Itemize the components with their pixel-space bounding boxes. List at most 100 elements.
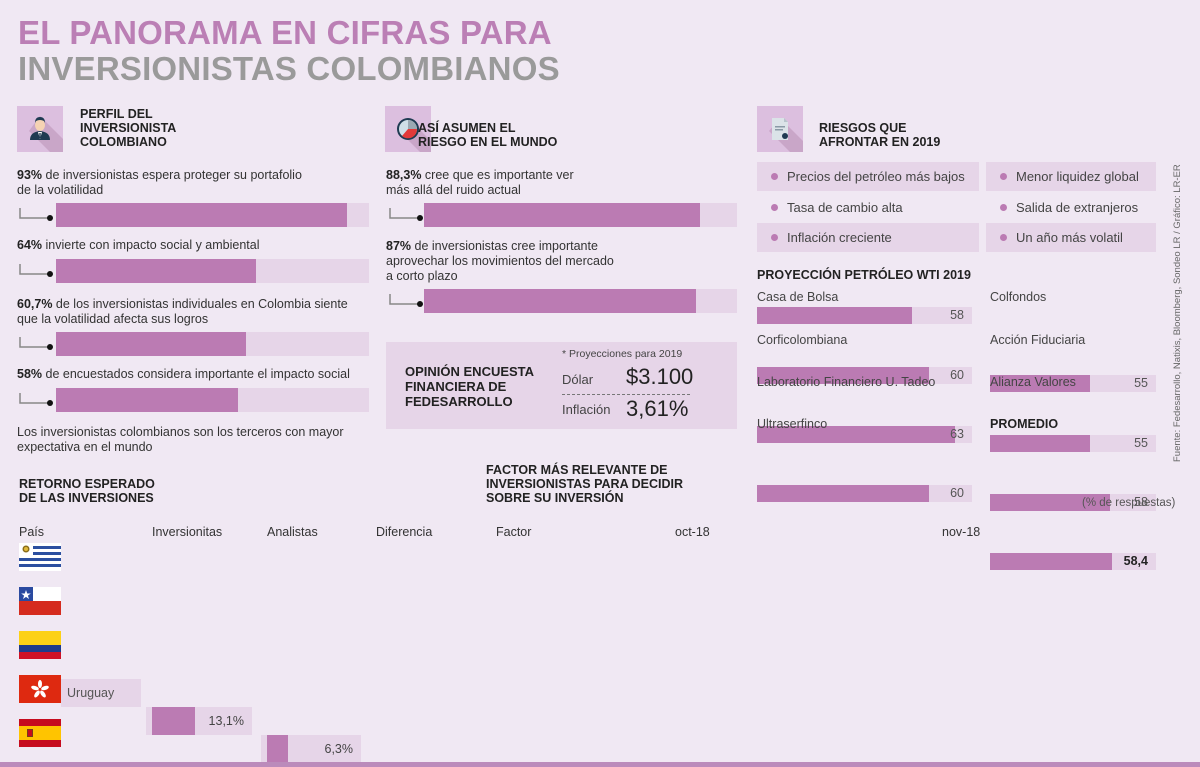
perfil-title-line: INVERSIONISTA bbox=[80, 121, 177, 135]
oil-source-label: Acción Fiduciaria bbox=[990, 333, 1086, 347]
retorno-title: RETORNO ESPERADO DE LAS INVERSIONES bbox=[19, 477, 155, 505]
riesgos-2019-title: RIESGOS QUE AFRONTAR EN 2019 bbox=[819, 121, 940, 149]
oil-bar-fill bbox=[990, 375, 1090, 392]
statement-text: de inversionistas cree importante bbox=[411, 239, 598, 253]
fedesarrollo-title-line: FEDESARROLLO bbox=[405, 394, 513, 409]
oil-bar-fill bbox=[757, 367, 929, 384]
oil-bar-value: 55 bbox=[1134, 376, 1148, 390]
statement-text: invierte con impacto social y ambiental bbox=[42, 238, 260, 252]
perfil-statement: 93% de inversionistas espera proteger su… bbox=[17, 168, 377, 198]
perfil-footer-line: Los inversionistas colombianos son los t… bbox=[17, 425, 344, 439]
col-header-inversionistas: Inversionitas bbox=[152, 525, 223, 539]
connector-icon bbox=[18, 206, 56, 224]
inversionistas-bar bbox=[152, 707, 196, 735]
inflacion-label: Inflación bbox=[562, 402, 611, 417]
bullet-icon bbox=[1000, 173, 1007, 180]
risk-text: Precios del petróleo más bajos bbox=[787, 169, 965, 184]
bullet-icon bbox=[1000, 204, 1007, 211]
document-icon bbox=[757, 106, 803, 152]
statement-value: 87% bbox=[386, 239, 412, 253]
statement-line: de la volatilidad bbox=[17, 183, 104, 197]
oil-bar-track: 55 bbox=[990, 435, 1156, 452]
mundo-statement: 87% de inversionistas cree importante apr… bbox=[386, 239, 746, 284]
riesgos-2019-title-line: AFRONTAR EN 2019 bbox=[819, 135, 941, 149]
connector-icon bbox=[18, 335, 56, 353]
perfil-statement: 64% invierte con impacto social y ambien… bbox=[17, 238, 377, 253]
oil-bar-fill bbox=[757, 307, 912, 324]
bullet-icon bbox=[771, 204, 778, 211]
oil-bar-track: 58,4 bbox=[990, 553, 1156, 570]
oil-source-label: PROMEDIO bbox=[990, 417, 1059, 431]
spain-flag bbox=[19, 719, 61, 747]
statement-line: 93% de inversionistas espera proteger su… bbox=[17, 168, 377, 183]
statement-line: 64% invierte con impacto social y ambien… bbox=[17, 238, 377, 253]
retorno-title-line: DE LAS INVERSIONES bbox=[19, 491, 154, 505]
mundo-bar-fill bbox=[424, 289, 697, 313]
perfil-bar-fill bbox=[56, 259, 257, 283]
projection-note: * Proyecciones para 2019 bbox=[562, 348, 683, 360]
oil-bar-value: 60 bbox=[950, 368, 964, 382]
statement-line: aprovechar los movimientos del mercado bbox=[386, 254, 746, 269]
oil-bar-value: 60 bbox=[950, 486, 964, 500]
country-cell: Uruguay bbox=[61, 679, 141, 707]
perfil-statement: 58% de encuestados considera importante … bbox=[17, 367, 377, 382]
oil-source-label: Ultraserfinco bbox=[757, 417, 828, 431]
oil-source-label: Laboratorio Financiero U. Tadeo bbox=[757, 375, 936, 389]
oil-source-label: Casa de Bolsa bbox=[757, 290, 839, 304]
oil-source-label: Corficolombiana bbox=[757, 333, 848, 347]
oil-bar-fill bbox=[990, 435, 1090, 452]
dolar-value: $3.100 bbox=[626, 364, 694, 389]
divider bbox=[562, 394, 690, 395]
riesgo-mundo-title-line: ASÍ ASUMEN EL bbox=[418, 121, 516, 135]
oil-bar-track: 60 bbox=[757, 367, 972, 384]
pie-chart-icon bbox=[385, 106, 431, 152]
mundo-bar-track bbox=[424, 203, 737, 227]
colombia-flag bbox=[19, 631, 61, 659]
bullet-icon bbox=[771, 234, 778, 241]
perfil-bar-track bbox=[56, 388, 369, 412]
oil-bar-track: 58 bbox=[757, 307, 972, 324]
units-note: (% de respuestas) bbox=[1082, 497, 1176, 509]
connector-icon bbox=[18, 262, 56, 280]
oil-bar-value: 58,4 bbox=[1123, 554, 1148, 568]
oil-bar-track: 55 bbox=[990, 375, 1156, 392]
statement-line: más allá del ruido actual bbox=[386, 183, 746, 198]
fedesarrollo-title-line: OPINIÓN ENCUESTA bbox=[405, 364, 535, 379]
inversionistas-cell: 13,1% bbox=[146, 707, 252, 735]
risk-item: Precios del petróleo más bajos bbox=[757, 162, 979, 191]
dolar-label: Dólar bbox=[562, 372, 594, 387]
col-header-analistas: Analistas bbox=[267, 525, 318, 539]
col-header-diferencia: Diferencia bbox=[376, 525, 433, 539]
risk-text: Inflación creciente bbox=[787, 230, 892, 245]
uruguay-flag bbox=[19, 543, 61, 571]
factor-title: FACTOR MÁS RELEVANTE DE INVERSIONISTAS P… bbox=[486, 463, 683, 505]
statement-text: cree que es importante ver bbox=[421, 168, 574, 182]
retorno-title-line: RETORNO ESPERADO bbox=[19, 477, 155, 491]
businessman-icon bbox=[17, 106, 63, 152]
connector-icon bbox=[388, 292, 426, 310]
connector-icon bbox=[18, 391, 56, 409]
hongkong-flag bbox=[19, 675, 61, 703]
page-title-line1: EL PANORAMA EN CIFRAS PARA bbox=[18, 14, 552, 51]
risk-item: Inflación creciente bbox=[757, 223, 979, 252]
riesgo-mundo-title-line: RIESGO EN EL MUNDO bbox=[418, 135, 558, 149]
mundo-bar-fill bbox=[424, 203, 701, 227]
oil-source-label: Colfondos bbox=[990, 290, 1047, 304]
statement-text: de encuestados considera importante el i… bbox=[42, 367, 350, 381]
riesgos-2019-title-line: RIESGOS QUE bbox=[819, 121, 907, 135]
source-credit: Fuente: Fedesarrollo, Natixis, Bloomberg… bbox=[1172, 164, 1183, 462]
statement-value: 60,7% bbox=[17, 297, 53, 311]
col-header-nov: nov-18 bbox=[942, 525, 981, 539]
bottom-rule bbox=[0, 762, 1200, 767]
statement-value: 64% bbox=[17, 238, 43, 252]
perfil-bar-track bbox=[56, 259, 369, 283]
oil-bar-value: 58 bbox=[1134, 495, 1148, 509]
statement-line: a corto plazo bbox=[386, 269, 746, 284]
perfil-bar-fill bbox=[56, 203, 348, 227]
fedesarrollo-box: OPINIÓN ENCUESTA FINANCIERA DE FEDESARRO… bbox=[386, 342, 737, 429]
risk-item: Salida de extranjeros bbox=[986, 193, 1156, 222]
inflacion-value: 3,61% bbox=[626, 396, 689, 421]
chile-flag bbox=[19, 587, 61, 615]
mundo-bar-track bbox=[424, 289, 737, 313]
perfil-title: PERFIL DEL INVERSIONISTA COLOMBIANO bbox=[80, 107, 176, 149]
